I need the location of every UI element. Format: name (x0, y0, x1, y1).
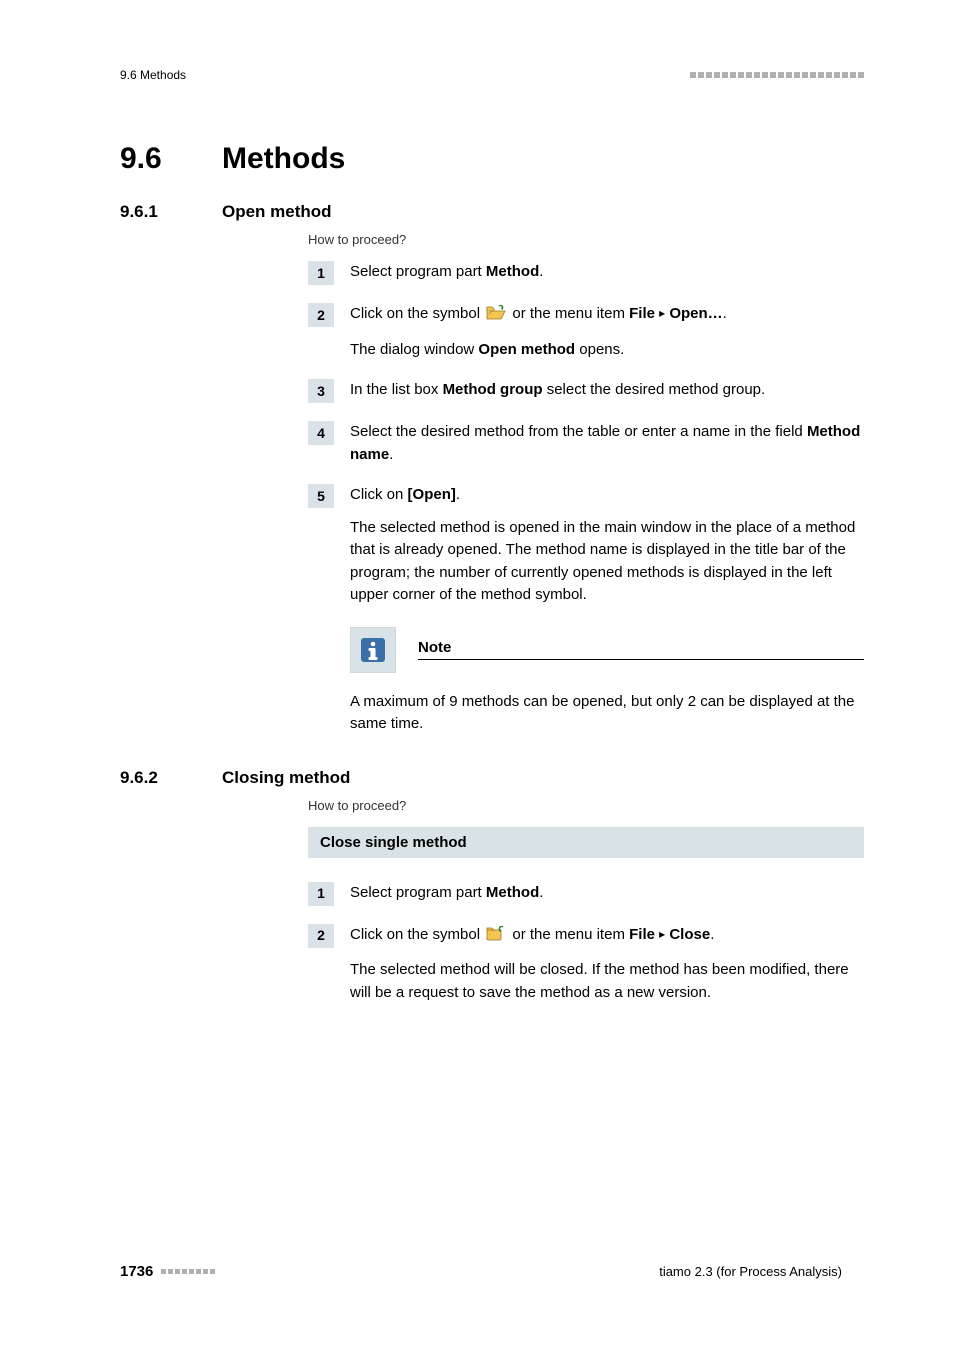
step-number: 2 (308, 303, 334, 327)
step-number: 3 (308, 379, 334, 403)
section-title: Methods (222, 142, 345, 176)
howto-label: How to proceed? (308, 798, 864, 813)
step-number: 4 (308, 421, 334, 445)
steps-list: 1 Select program part Method. 2 Click on th… (308, 882, 864, 1005)
step-number: 1 (308, 882, 334, 906)
step-number: 1 (308, 261, 334, 285)
section-heading-1: 9.6 Methods (120, 142, 864, 176)
step: 4 Select the desired method from the tabl… (308, 421, 864, 466)
note-box: Note A maximum of 9 methods can be opene… (350, 627, 864, 736)
running-head: 9.6 Methods (120, 68, 864, 82)
footer-right: tiamo 2.3 (for Process Analysis) (659, 1264, 842, 1279)
step: 1 Select program part Method. (308, 882, 864, 906)
running-head-left: 9.6 Methods (120, 68, 186, 82)
page-footer: 1736 tiamo 2.3 (for Process Analysis) (120, 1263, 842, 1280)
decorative-dotbar (690, 72, 864, 78)
step: 1 Select program part Method. (308, 261, 864, 285)
step-number: 2 (308, 924, 334, 948)
open-folder-icon (486, 305, 506, 329)
step: 2 Click on the symbol or the menu item Fi… (308, 924, 864, 1005)
step: 2 Click on the symbol or the menu item Fi… (308, 303, 864, 361)
subsection-number: 9.6.2 (120, 768, 188, 788)
step-body: Click on the symbol or the menu item Fil… (350, 303, 864, 361)
step-body: In the list box Method group select the … (350, 379, 864, 402)
section-number: 9.6 (120, 142, 188, 176)
note-title: Note (418, 639, 864, 660)
step-body: Click on the symbol or the menu item Fil… (350, 924, 864, 1005)
subsection-title: Closing method (222, 768, 350, 788)
info-icon (350, 627, 396, 673)
close-folder-icon (486, 926, 506, 950)
note-body: A maximum of 9 methods can be opened, bu… (350, 691, 864, 736)
step-body: Select program part Method. (350, 882, 864, 905)
subsection-heading: 9.6.2 Closing method (120, 768, 864, 788)
step-number: 5 (308, 484, 334, 508)
step-body: Select program part Method. (350, 261, 864, 284)
subheading-bar: Close single method (308, 827, 864, 858)
page-number: 1736 (120, 1263, 153, 1280)
subsection-title: Open method (222, 202, 332, 222)
subsection-number: 9.6.1 (120, 202, 188, 222)
step-body: Click on [Open].The selected method is o… (350, 484, 864, 607)
decorative-dotbar (161, 1269, 215, 1274)
subsection-heading: 9.6.1 Open method (120, 202, 864, 222)
step: 5 Click on [Open].The selected method is … (308, 484, 864, 607)
step-body: Select the desired method from the table… (350, 421, 864, 466)
step: 3 In the list box Method group select the… (308, 379, 864, 403)
howto-label: How to proceed? (308, 232, 864, 247)
steps-list: 1 Select program part Method. 2 Click on th… (308, 261, 864, 607)
